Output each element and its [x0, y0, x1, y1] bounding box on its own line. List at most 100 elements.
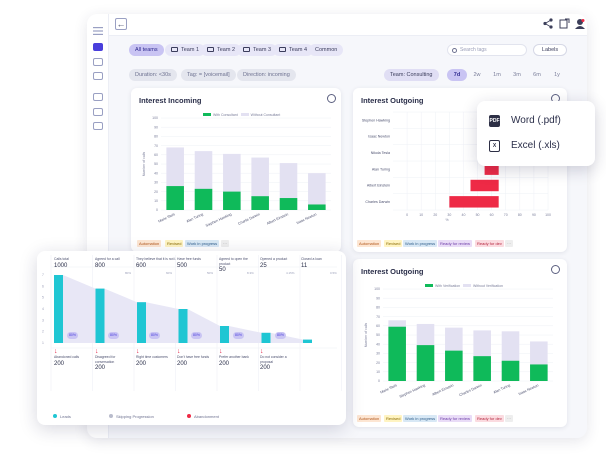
- dropoff-value: 200: [95, 365, 106, 371]
- range-1m[interactable]: 1m: [493, 72, 501, 78]
- conversion-pill: 80%: [233, 332, 244, 339]
- conversion-pill: 80%: [191, 332, 202, 339]
- tag-automation[interactable]: Automation: [137, 240, 162, 247]
- tag-ready-for-review[interactable]: Ready for review: [438, 240, 473, 247]
- team-chip-4[interactable]: Team 4: [273, 44, 314, 56]
- legend-label: Leads: [60, 414, 71, 419]
- interest-incoming-chart: 0 10 20 30 40 50 60 70 80 90 100 Number of calls Mar…: [142, 116, 331, 228]
- sidebar-item-profile-icon[interactable]: [93, 122, 103, 130]
- tag-work-in-progress[interactable]: Work in progress: [403, 240, 438, 247]
- funnel-stage-value: 1000: [54, 262, 68, 269]
- y-tick-label: 50: [376, 333, 380, 337]
- tag-automation[interactable]: Automation: [357, 240, 382, 247]
- tag-revised[interactable]: Revised: [165, 240, 184, 247]
- team-chip-label: Team 3: [253, 47, 272, 53]
- range-3m[interactable]: 3m: [513, 72, 521, 78]
- sidebar-item-dashboard-icon[interactable]: [93, 43, 103, 51]
- y-tick-label: 30: [154, 181, 158, 185]
- export-icon[interactable]: [559, 18, 570, 33]
- tag-ready-for-dev[interactable]: Ready for dev: [475, 415, 504, 422]
- range-6m[interactable]: 6m: [533, 72, 541, 78]
- tag-ready-for-review[interactable]: Ready for review: [438, 415, 473, 422]
- arrow-down-icon: ↓: [136, 348, 140, 355]
- menu-icon[interactable]: [93, 22, 103, 35]
- range-7d[interactable]: 7d: [447, 69, 467, 81]
- duration-filter[interactable]: Duration: <30s: [129, 69, 177, 81]
- team-chip-3[interactable]: Team 3: [237, 44, 278, 56]
- export-xls-item[interactable]: X Excel (.xls): [489, 136, 589, 156]
- y-tick-label: 30: [376, 352, 380, 356]
- arrow-down-icon: ↓: [177, 348, 181, 355]
- sidebar-item-lock-icon[interactable]: [93, 58, 103, 66]
- funnel-stage-value: 500: [177, 262, 188, 269]
- x-tick-label: Charles Darwin: [459, 383, 483, 397]
- funnel-bar: [137, 302, 146, 343]
- dropoff-label: Prefer another bank: [219, 355, 249, 359]
- funnel-stage-label: Have free funds: [177, 257, 201, 261]
- sidebar-item-calendar-icon[interactable]: [93, 108, 103, 116]
- range-1y[interactable]: 1y: [554, 72, 560, 78]
- folder-icon: [243, 47, 250, 52]
- tag-work-in-progress[interactable]: Work in progress: [185, 240, 220, 247]
- conversion-pill: 80%: [108, 332, 119, 339]
- tag-revised[interactable]: Revised: [384, 415, 403, 422]
- tag-work-in-progress[interactable]: Work in progress: [403, 415, 438, 422]
- tag-filter[interactable]: Tag: = [voicemail]: [181, 69, 236, 81]
- x-tick-label: Charlie Darwin: [238, 212, 261, 226]
- funnel-stage-pct: 50%: [207, 271, 214, 275]
- x-tick-label: 30: [447, 213, 451, 217]
- export-pdf-item[interactable]: PDF Word (.pdf): [489, 111, 589, 131]
- y-tick-label: 10: [376, 370, 380, 374]
- x-tick-label: Stephen Hawking: [205, 212, 232, 228]
- y-tick-label: 40: [154, 171, 158, 175]
- user-settings-icon[interactable]: [575, 18, 585, 33]
- funnel-dropoff: ↓ Right time customers 200: [136, 348, 176, 367]
- conversion-pill: 80%: [149, 332, 160, 339]
- funnel-stage: Agreed to open the product 50: [219, 257, 259, 273]
- tag-revised[interactable]: Revised: [384, 240, 403, 247]
- dropoff-value: 200: [136, 360, 147, 367]
- funnel-bar: [261, 332, 271, 343]
- search-input[interactable]: Search tags: [447, 44, 527, 56]
- funnel-bar: [95, 288, 105, 343]
- dropoff-value: 200: [260, 365, 271, 371]
- bar-with-consultant: [166, 186, 184, 210]
- team-chip-2[interactable]: Team 2: [201, 44, 242, 56]
- labels-button[interactable]: Labels: [533, 44, 567, 56]
- funnel-stage-value: 25: [260, 262, 267, 269]
- tag-automation[interactable]: Automation: [357, 415, 382, 422]
- team-chip-all[interactable]: All teams: [129, 44, 164, 56]
- tag-ready-for-dev[interactable]: Ready for dev: [475, 240, 504, 247]
- team-chip-1[interactable]: Team 1: [165, 44, 206, 56]
- dropoff-label: Disagreed for conversation: [95, 355, 116, 364]
- x-tick-label: 0: [406, 213, 408, 217]
- range-2w[interactable]: 2w: [473, 72, 481, 78]
- direction-filter[interactable]: Direction: incoming: [237, 69, 296, 81]
- tag-more[interactable]: ···: [221, 240, 229, 247]
- arrow-down-icon: ↓: [95, 348, 99, 355]
- bar-with-verification: [416, 345, 435, 381]
- bar-with-verification: [473, 356, 491, 381]
- legend-dot: [109, 414, 113, 418]
- tag-more[interactable]: ···: [505, 415, 513, 422]
- y-tick-label: 20: [376, 361, 380, 365]
- team-select[interactable]: Team: Consulting: [384, 69, 439, 81]
- funnel-stage: They believe that it is not i... 600: [136, 257, 176, 269]
- y-tick-label: Isaac Newton: [368, 135, 390, 139]
- sidebar-item-users-icon[interactable]: [93, 93, 103, 101]
- sidebar-item-layers-icon[interactable]: [93, 72, 103, 80]
- gear-icon[interactable]: [551, 265, 560, 274]
- x-tick-label: 80: [518, 213, 522, 217]
- team-chip-common[interactable]: Common: [309, 44, 344, 56]
- gear-icon[interactable]: [327, 94, 336, 103]
- y-tick-label: 50: [154, 162, 158, 166]
- bar-with-verification: [530, 364, 548, 381]
- back-button[interactable]: ←: [115, 18, 127, 30]
- y-tick-label: 60: [376, 324, 380, 328]
- share-icon[interactable]: [543, 18, 553, 33]
- tag-more[interactable]: ···: [505, 240, 513, 247]
- legend-dot: [53, 414, 57, 418]
- dropoff-label: Abandoned calls: [54, 355, 80, 359]
- y-tick-label: 60: [154, 153, 158, 157]
- funnel-stage-value: 800: [95, 262, 106, 269]
